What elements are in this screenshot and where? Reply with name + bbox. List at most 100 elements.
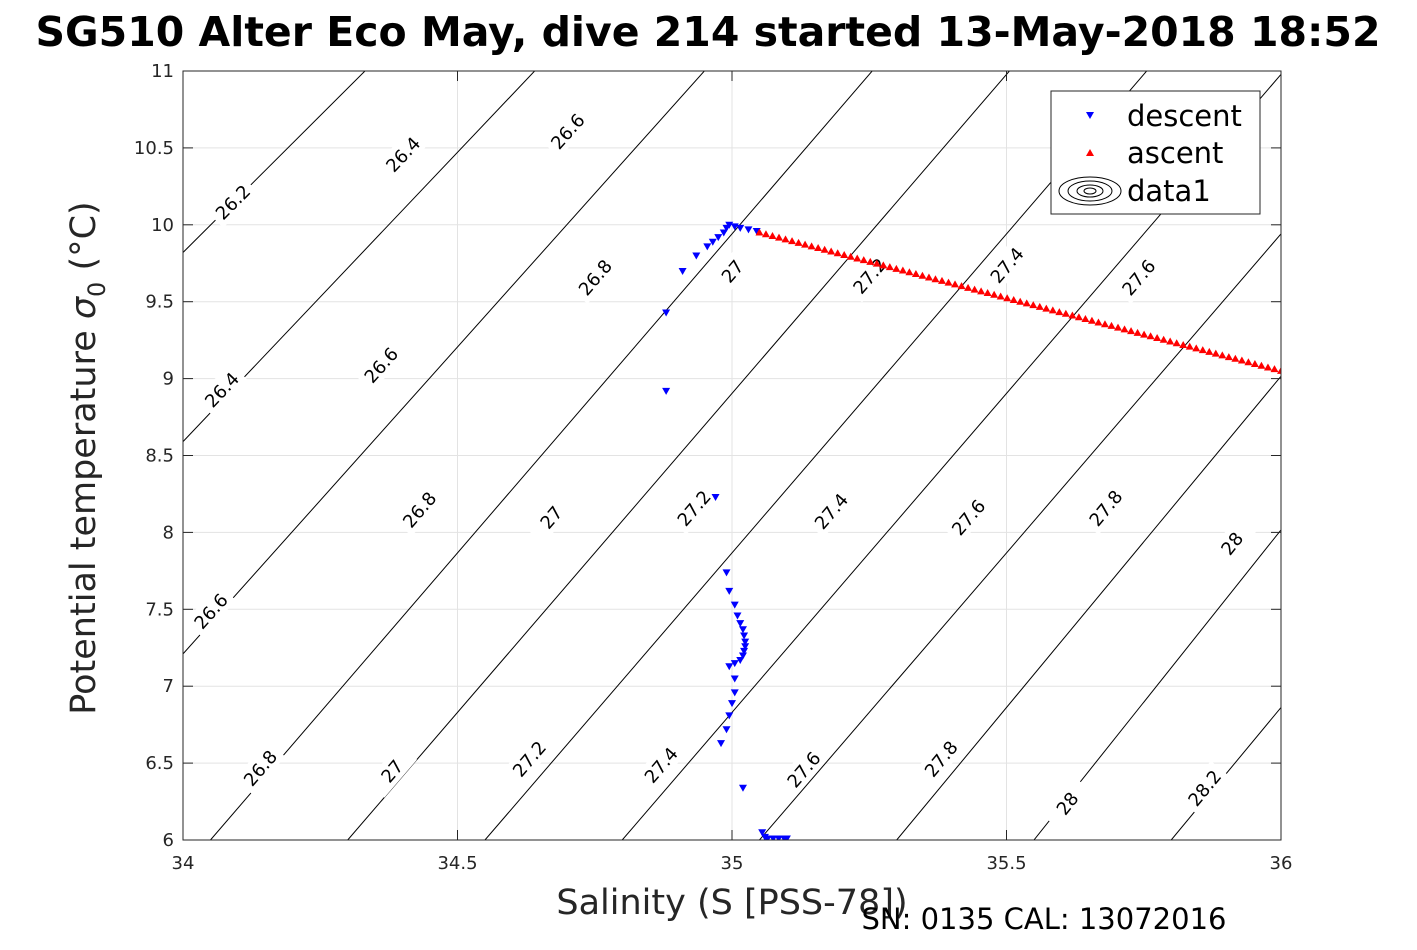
x-tick-label: 34 xyxy=(172,853,195,874)
contour-label-bg xyxy=(915,731,966,786)
descent-point xyxy=(736,224,745,232)
y-tick-label: 6 xyxy=(163,830,174,851)
ascent-point xyxy=(833,249,842,257)
ascent-point xyxy=(970,285,979,293)
contour-label-bg xyxy=(635,737,687,792)
contour-label: 26.8 xyxy=(234,740,286,795)
contour-label: 27.8 xyxy=(1080,480,1131,535)
descent-point xyxy=(736,620,745,628)
ascent-point xyxy=(775,233,784,241)
descent-point xyxy=(711,494,720,502)
contour-label-bg xyxy=(706,244,758,298)
descent-point xyxy=(744,226,753,234)
descent-point xyxy=(774,835,783,840)
contour-label-bg xyxy=(195,362,248,416)
contour-label-bg xyxy=(805,484,857,538)
ascent-point xyxy=(931,275,940,283)
y-axis-label: Potential temperature σ0 (°C) xyxy=(64,201,111,714)
ascent-point xyxy=(801,240,810,248)
contour-line xyxy=(1033,529,1281,840)
descent-point xyxy=(692,252,701,260)
ascent-point xyxy=(892,264,901,272)
contour-label: 26.6 xyxy=(541,104,593,158)
contour-label: 26.6 xyxy=(355,338,407,392)
contour-label: 28.2 xyxy=(1178,760,1230,815)
descent-point xyxy=(738,626,747,634)
legend-data1-contour-icon xyxy=(1058,176,1122,206)
descent-point xyxy=(725,712,734,720)
contour-label: 26.2 xyxy=(206,175,259,228)
ascent-point xyxy=(964,283,973,291)
contour-label-bg xyxy=(503,731,555,786)
ascent-point xyxy=(1277,366,1281,374)
ascent-point xyxy=(755,228,764,236)
descent-point xyxy=(733,612,742,620)
contour-label-bg xyxy=(569,250,621,304)
axis-ticks: 34 34.5 35 35.5 36 6 6.5 7 7.5 8 8.5 9 9.5 10 10.5 11 xyxy=(134,61,1293,874)
ascent-point xyxy=(1263,363,1272,371)
ascent-point xyxy=(977,287,986,295)
descent-point xyxy=(758,829,767,837)
ascent-point xyxy=(1237,356,1246,364)
contour-label-bg xyxy=(843,248,895,303)
ascent-point xyxy=(1179,340,1188,348)
descent-point xyxy=(740,647,749,655)
descent-point xyxy=(725,663,734,671)
descent-point xyxy=(714,234,723,242)
ascent-point xyxy=(937,276,946,284)
x-axis-label: Salinity (S [PSS-78]) xyxy=(556,883,907,923)
descent-point xyxy=(719,229,728,237)
ascent-point xyxy=(1218,351,1227,359)
descent-point xyxy=(730,675,739,683)
ascent-point xyxy=(1133,328,1142,336)
descent-point xyxy=(717,740,726,748)
ascent-point xyxy=(1003,294,1012,302)
ascent-point xyxy=(1205,347,1214,355)
ascent-point xyxy=(1074,313,1083,321)
ascent-point xyxy=(1107,321,1116,329)
ascent-point xyxy=(761,230,770,238)
descent-point xyxy=(662,309,671,317)
ascent-point xyxy=(885,263,894,271)
y-tick-label: 7 xyxy=(163,676,174,697)
contour-label-bg xyxy=(206,175,259,228)
y-tick-label: 10.5 xyxy=(134,138,174,159)
contour-label: 27.8 xyxy=(915,731,966,786)
contour-label: 26.8 xyxy=(569,250,621,304)
contour-label-bg xyxy=(366,744,418,798)
descent-point xyxy=(662,387,671,395)
contour-label-bg xyxy=(541,104,593,158)
contour-label: 27.2 xyxy=(503,731,555,786)
y-tick-label: 7.5 xyxy=(145,599,174,620)
ascent-point xyxy=(1022,299,1031,307)
descent-point xyxy=(725,587,734,595)
ascent-point xyxy=(1140,330,1149,338)
ascent-point xyxy=(951,280,960,288)
contour-label: 27.6 xyxy=(1112,250,1164,304)
ascent-point xyxy=(827,247,836,255)
contour-label: 27.4 xyxy=(805,484,857,538)
ascent-point xyxy=(1061,309,1070,317)
x-tick-label: 34.5 xyxy=(437,853,477,874)
ascent-point xyxy=(983,289,992,297)
ascent-point xyxy=(853,254,862,262)
ascent-point xyxy=(1153,334,1162,342)
descent-point xyxy=(730,689,739,697)
descent-point xyxy=(722,569,731,577)
ascent-point xyxy=(1257,361,1266,369)
contour-label-bg xyxy=(355,338,407,392)
contour-label-bg xyxy=(1112,250,1164,304)
ascent-point xyxy=(781,235,790,243)
contour-label: 26.8 xyxy=(393,482,445,537)
descent-point xyxy=(738,652,747,660)
ascent-point xyxy=(1211,349,1220,357)
ascent-point xyxy=(1127,327,1136,335)
x-tick-label: 35.5 xyxy=(986,853,1026,874)
ascent-point xyxy=(768,231,777,239)
chart-title: SG510 Alter Eco May, dive 214 started 13… xyxy=(36,8,1381,56)
legend-descent-label: descent xyxy=(1127,99,1242,133)
descent-point xyxy=(730,660,739,668)
ascent-point xyxy=(918,271,927,279)
y-axis-label-sigma: σ xyxy=(64,295,104,319)
